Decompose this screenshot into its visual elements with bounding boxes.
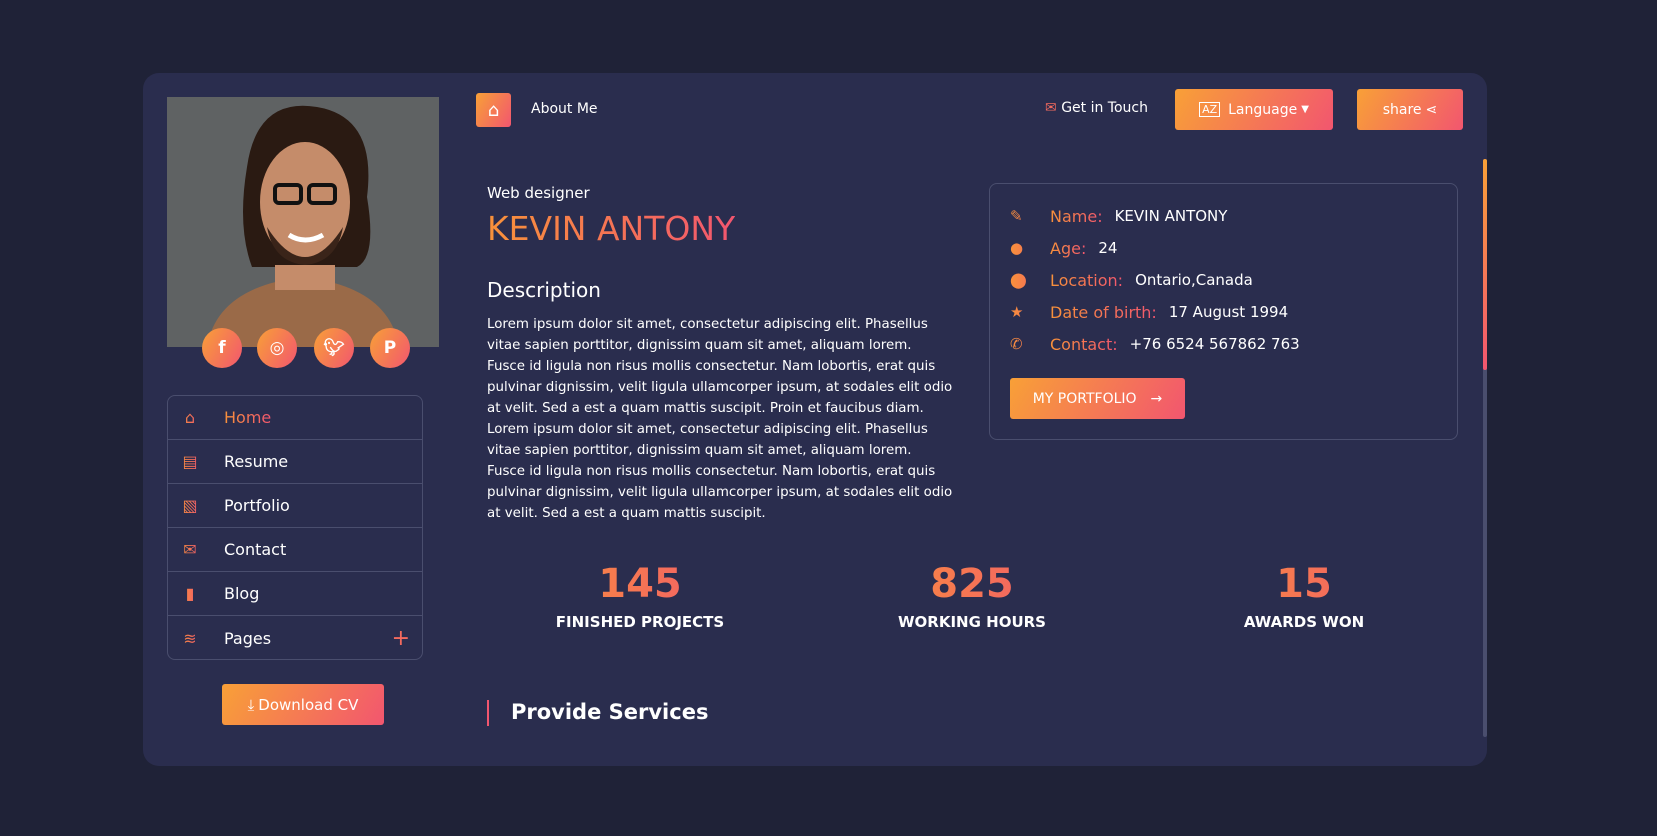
info-age: ● Age: 24 bbox=[1010, 238, 1118, 258]
star-icon: ★ bbox=[1010, 303, 1050, 321]
sidebar-item-blog[interactable]: ▮ Blog bbox=[168, 572, 422, 616]
envelope-icon: ✉ bbox=[1045, 100, 1062, 116]
profile-name: KEVIN ANTONY bbox=[487, 209, 736, 248]
home-icon: ⌂ bbox=[487, 99, 500, 121]
stat-awards-won: 15 AWARDS WON bbox=[1184, 561, 1424, 631]
breadcrumb[interactable]: About Me bbox=[531, 101, 598, 117]
description-text: Lorem ipsum dolor sit amet, consectetur … bbox=[487, 317, 953, 521]
stat-working-hours: 825 WORKING HOURS bbox=[852, 561, 1092, 631]
sidebar-menu: ⌂ Home ▤ Resume ▧ Portfolio ✉ Contact ▮ Blog … bbox=[167, 395, 423, 660]
home-icon: ⌂ bbox=[180, 408, 200, 427]
get-in-touch-link[interactable]: ✉ Get in Touch bbox=[1045, 100, 1148, 116]
info-name: ✎ Name: KEVIN ANTONY bbox=[1010, 206, 1228, 226]
phone-icon: ✆ bbox=[1010, 335, 1050, 353]
stat-finished-projects: 145 FINISHED PROJECTS bbox=[520, 561, 760, 631]
facebook-icon[interactable]: f bbox=[202, 328, 242, 368]
language-icon: AZ bbox=[1199, 102, 1221, 117]
sidebar-item-portfolio[interactable]: ▧ Portfolio bbox=[168, 484, 422, 528]
user-icon: ● bbox=[1010, 239, 1050, 257]
description-title: Description bbox=[487, 278, 601, 302]
role-subtitle: Web designer bbox=[487, 184, 590, 202]
layers-icon: ≋ bbox=[180, 629, 200, 648]
arrow-right-icon: → bbox=[1150, 390, 1163, 407]
sidebar-item-contact[interactable]: ✉ Contact bbox=[168, 528, 422, 572]
twitter-icon[interactable]: 🐦︎ bbox=[314, 328, 354, 368]
info-contact: ✆ Contact: +76 6524 567862 763 bbox=[1010, 334, 1300, 354]
share-icon: ⋖ bbox=[1425, 101, 1438, 118]
pencil-icon: ✎ bbox=[1010, 207, 1050, 225]
home-button[interactable]: ⌂ bbox=[476, 93, 511, 127]
pinterest-icon[interactable]: P bbox=[370, 328, 410, 368]
info-location: ⬤ Location: Ontario,Canada bbox=[1010, 270, 1253, 290]
download-icon: ⤓ bbox=[247, 695, 255, 714]
file-icon: ▤ bbox=[180, 452, 200, 471]
services-title: Provide Services bbox=[511, 700, 709, 724]
caret-down-icon: ▼ bbox=[1301, 104, 1309, 115]
info-box: ✎ Name: KEVIN ANTONY ● Age: 24 ⬤ Location: Ont… bbox=[989, 183, 1458, 440]
my-portfolio-button[interactable]: MY PORTFOLIO → bbox=[1010, 378, 1185, 419]
scrollbar-thumb[interactable] bbox=[1483, 159, 1487, 370]
envelope-icon: ✉ bbox=[180, 540, 200, 559]
profile-photo bbox=[167, 97, 439, 347]
map-pin-icon: ⬤ bbox=[1010, 271, 1050, 289]
download-cv-button[interactable]: ⤓ Download CV bbox=[222, 684, 384, 725]
images-icon: ▧ bbox=[180, 496, 200, 515]
sidebar-item-home[interactable]: ⌂ Home bbox=[168, 396, 422, 440]
book-icon: ▮ bbox=[180, 584, 200, 603]
expand-plus-icon[interactable]: + bbox=[391, 625, 410, 651]
section-accent-bar bbox=[487, 700, 489, 726]
scrollbar[interactable] bbox=[1483, 159, 1487, 737]
language-dropdown[interactable]: AZ Language ▼ bbox=[1175, 89, 1333, 130]
sidebar-item-resume[interactable]: ▤ Resume bbox=[168, 440, 422, 484]
profile-card: f ◎ 🐦︎ P ⌂ Home ▤ Resume ▧ Portfolio ✉ Conta… bbox=[143, 73, 1487, 766]
share-button[interactable]: share ⋖ bbox=[1357, 89, 1463, 130]
info-dob: ★ Date of birth: 17 August 1994 bbox=[1010, 302, 1289, 322]
sidebar-item-pages[interactable]: ≋ Pages + bbox=[168, 616, 422, 660]
instagram-icon[interactable]: ◎ bbox=[257, 328, 297, 368]
